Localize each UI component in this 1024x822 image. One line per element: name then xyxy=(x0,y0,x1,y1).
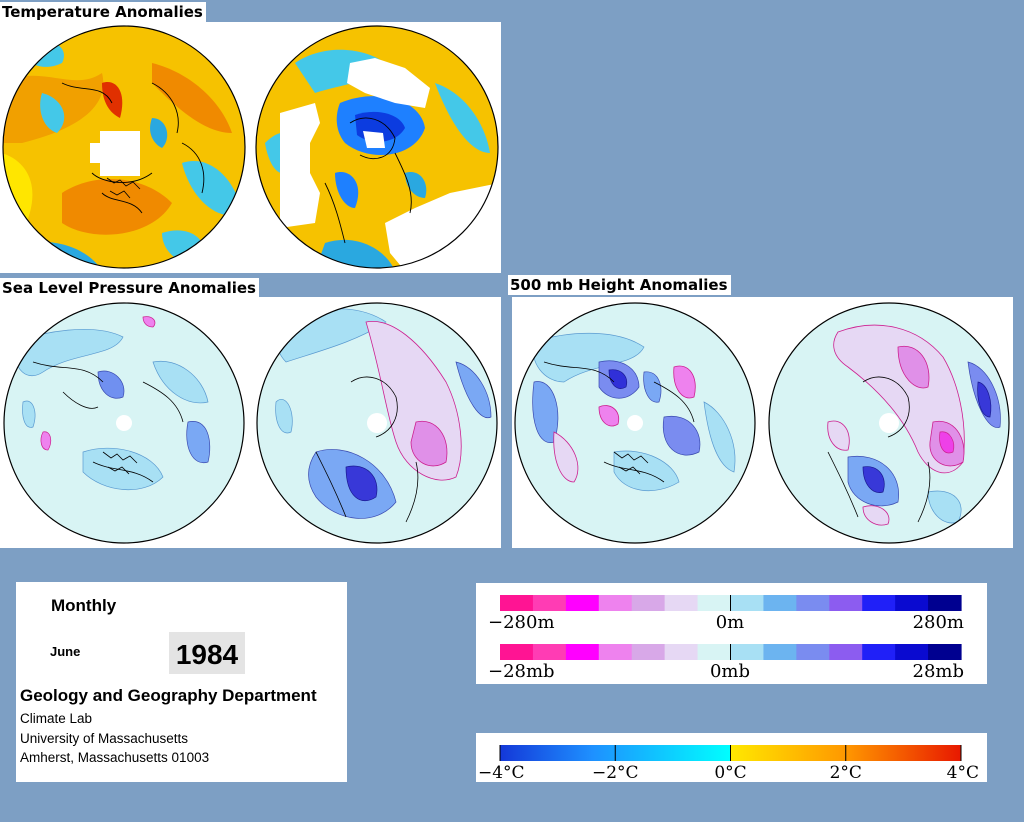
scale-swatch xyxy=(664,644,699,660)
scale-swatch xyxy=(730,644,765,660)
scale-swatch xyxy=(928,644,962,660)
scale-swatch xyxy=(598,595,633,611)
pressure-color-scale xyxy=(500,644,962,660)
anomaly-legend: −280m 0m 280m −28mb 0mb 28mb xyxy=(476,583,987,684)
scale-swatch xyxy=(532,595,567,611)
department-label: Geology and Geography Department xyxy=(20,686,317,705)
slp-map-southern xyxy=(256,302,498,544)
scale-swatch xyxy=(862,595,896,611)
pressure-max-label: 28mb xyxy=(913,661,965,682)
scale-swatch xyxy=(500,595,534,611)
month-label: June xyxy=(50,644,81,659)
scale-swatch xyxy=(862,644,896,660)
scale-swatch xyxy=(697,595,732,611)
scale-swatch xyxy=(796,595,830,611)
scale-swatch xyxy=(829,595,863,611)
info-box: Monthly June 1984 Geology and Geography … xyxy=(16,582,347,782)
height-min-label: −280m xyxy=(488,612,555,633)
address-label: Amherst, Massachusetts 01003 xyxy=(20,750,210,765)
height-color-scale xyxy=(500,595,962,611)
scale-swatch xyxy=(895,644,929,660)
temperature-legend: −4°C −2°C 0°C 2°C 4°C xyxy=(476,733,987,782)
scale-swatch xyxy=(730,595,765,611)
height-map-southern xyxy=(768,302,1010,544)
scale-swatch xyxy=(631,644,666,660)
year-label: 1984 xyxy=(169,632,245,674)
scale-swatch xyxy=(763,644,797,660)
temperature-map-southern xyxy=(255,23,499,271)
height-map-northern xyxy=(514,302,756,544)
scale-swatch xyxy=(500,644,534,660)
temperature-tick-label: 0°C xyxy=(714,763,746,782)
slp-title: Sea Level Pressure Anomalies xyxy=(0,278,259,298)
university-label: University of Massachusetts xyxy=(20,731,189,746)
slp-map-northern xyxy=(3,302,245,544)
scale-swatch xyxy=(565,644,600,660)
scale-swatch xyxy=(763,595,797,611)
lab-label: Climate Lab xyxy=(20,711,93,726)
scale-swatch xyxy=(895,595,929,611)
pressure-mid-label: 0mb xyxy=(710,661,750,682)
scale-swatch xyxy=(928,595,962,611)
temperature-tick-label: 2°C xyxy=(830,763,862,782)
temperature-tick-label: 4°C xyxy=(947,763,979,782)
pressure-min-label: −28mb xyxy=(488,661,555,682)
height-max-label: 280m xyxy=(913,612,964,633)
height-title: 500 mb Height Anomalies xyxy=(508,275,731,295)
temperature-map-northern xyxy=(2,23,246,271)
scale-swatch xyxy=(598,644,633,660)
scale-swatch xyxy=(664,595,699,611)
temperature-tick-label: −2°C xyxy=(592,763,639,782)
scale-swatch xyxy=(796,644,830,660)
scale-swatch xyxy=(631,595,666,611)
temperature-title: Temperature Anomalies xyxy=(0,2,206,22)
scale-swatch xyxy=(532,644,567,660)
scale-swatch xyxy=(829,644,863,660)
period-label: Monthly xyxy=(51,596,117,615)
height-mid-label: 0m xyxy=(716,612,745,633)
scale-swatch xyxy=(565,595,600,611)
scale-swatch xyxy=(697,644,732,660)
temperature-tick-label: −4°C xyxy=(478,763,525,782)
